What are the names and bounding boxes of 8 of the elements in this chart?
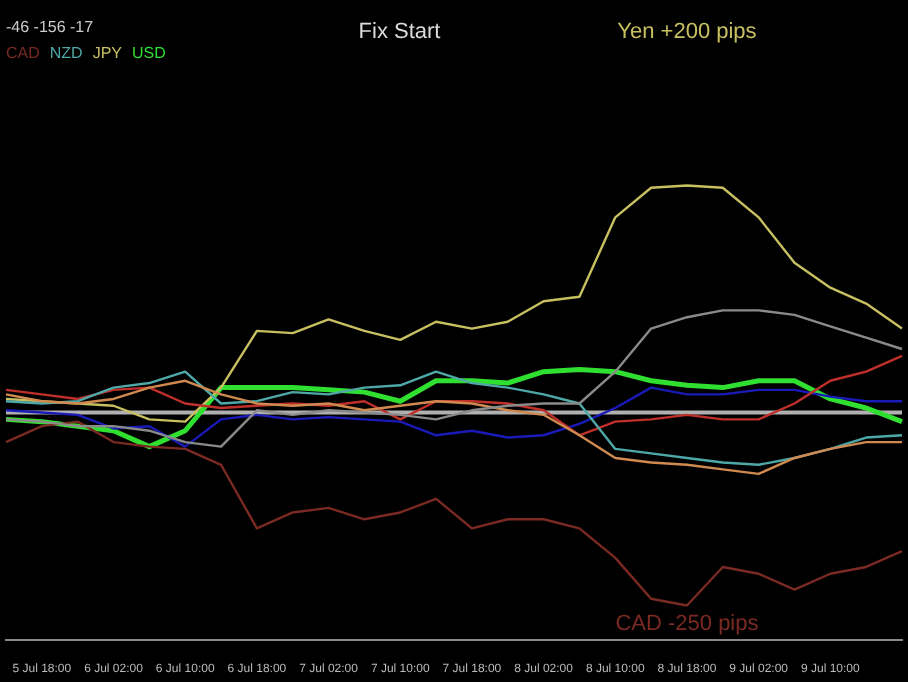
text: CAD -250 pips [615,611,760,636]
text: JPY [92,44,124,63]
text: NZD [49,44,84,63]
text: Yen +200 pips [617,20,758,45]
text: Fix Start [358,20,441,45]
text: CAD [6,44,41,63]
text: USD [132,44,167,63]
text: -46 -156 -17 [6,18,95,37]
